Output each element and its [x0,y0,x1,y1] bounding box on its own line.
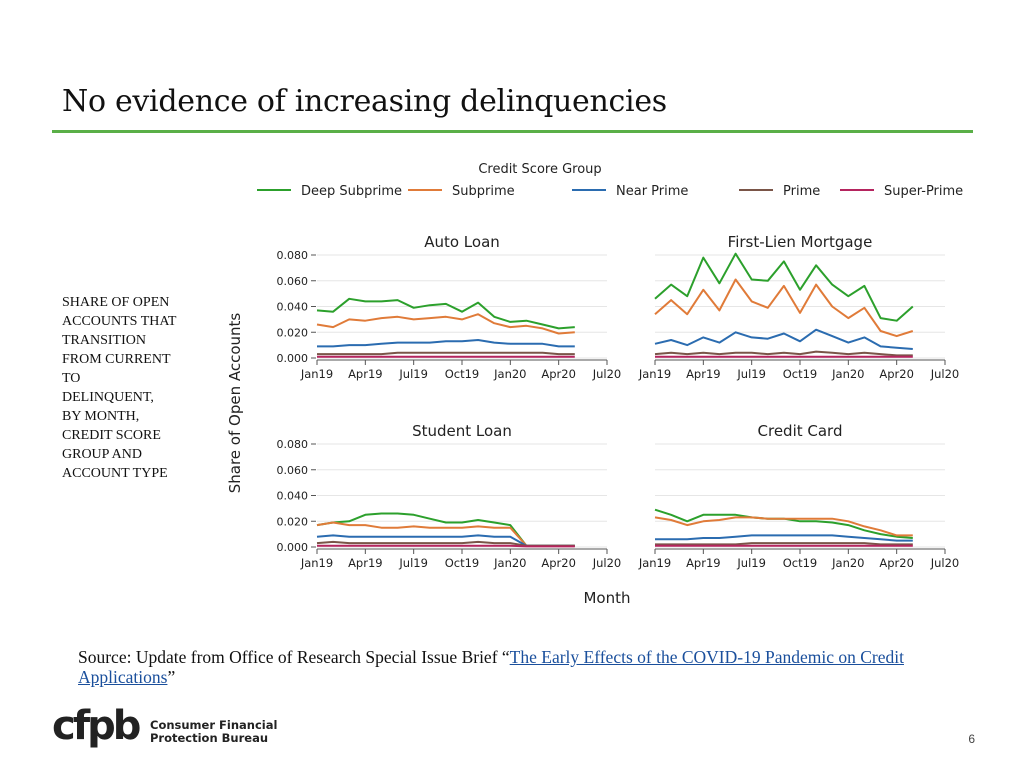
y-axis-title: Share of Open Accounts [226,313,244,494]
slide-title: No evidence of increasing delinquencies [62,84,667,119]
chart-description-line: BY MONTH, [62,409,140,424]
chart-description: SHARE OF OPEN ACCOUNTS THAT TRANSITION F… [62,293,212,483]
panel-title: Student Loan [412,422,512,440]
legend-label: Near Prime [616,184,688,199]
x-tick-label: Jan20 [493,556,526,570]
x-tick-label: Jul20 [930,556,960,570]
cfpb-logo: cfpb [52,706,143,749]
x-tick-label: Apr19 [348,367,383,381]
series-line-deep-subprime [316,512,575,547]
x-tick-label: Jul19 [398,367,428,381]
chart-description-line: GROUP AND [62,447,142,462]
x-tick-label: Apr19 [348,556,383,570]
chart-description-line: DELINQUENT, [62,390,154,405]
series-line-super-prime [317,544,575,548]
x-tick-label: Apr20 [879,367,914,381]
x-tick-label: Oct19 [783,367,818,381]
source-note: Source: Update from Office of Research S… [78,647,938,687]
series-line-prime [317,351,575,356]
x-tick-label: Jan19 [300,367,333,381]
agency-name: Consumer Financial Protection Bureau [150,719,277,745]
title-divider [52,130,973,133]
x-tick-label: Jul19 [736,556,766,570]
legend-label: Prime [783,184,820,199]
series-line-prime [655,542,913,546]
series-line-near-prime [654,328,913,350]
x-tick-label: Jul20 [592,556,622,570]
agency-name-line1: Consumer Financial [150,718,278,732]
x-tick-label: Apr20 [541,367,576,381]
chart-description-line: SHARE OF OPEN [62,295,170,310]
x-tick-label: Jan19 [638,367,671,381]
x-tick-label: Apr20 [541,556,576,570]
source-prefix: Source: Update from Office of Research S… [78,647,510,667]
x-tick-label: Oct19 [445,556,480,570]
x-tick-label: Jan19 [300,556,333,570]
x-tick-label: Apr19 [686,556,721,570]
delinquency-chart: Credit Score Group Deep Subprime Subprime N… [226,162,963,607]
series-line-prime [654,350,913,357]
page-number: 6 [968,732,975,746]
x-tick-label: Jul20 [930,367,960,381]
source-link[interactable]: The Early Effects of the COVID-19 Pandem… [78,647,904,687]
x-tick-label: Jan20 [831,556,864,570]
series-line-deep-subprime [316,297,575,330]
x-axis-title: Month [583,589,630,607]
x-tick-label: Jan20 [493,367,526,381]
y-tick-label: 0.020 [277,326,309,339]
legend-label: Subprime [452,184,515,199]
y-tick-label: 0.020 [277,515,309,528]
x-tick-label: Jan19 [638,556,671,570]
y-tick-label: 0.040 [277,490,309,503]
y-tick-label: 0.000 [277,352,309,365]
chart-description-line: TRANSITION [62,333,146,348]
x-tick-label: Oct19 [783,556,818,570]
series-line-near-prime [655,534,913,542]
legend-title: Credit Score Group [478,162,601,177]
x-tick-label: Jan20 [831,367,864,381]
series-line-subprime [316,313,575,335]
y-tick-label: 0.060 [277,275,309,288]
legend-label: Deep Subprime [301,184,402,199]
series-line-subprime [654,516,913,537]
x-tick-label: Apr20 [879,556,914,570]
x-tick-label: Jul19 [736,367,766,381]
chart-description-line: FROM CURRENT [62,352,171,367]
chart-description-line: ACCOUNT TYPE [62,466,168,481]
chart-description-line: CREDIT SCORE [62,428,161,443]
x-tick-label: Oct19 [445,367,480,381]
source-suffix: ” [167,667,176,687]
cfpb-logo-mark: cfpb [52,706,140,749]
y-tick-label: 0.080 [277,438,309,451]
series-line-subprime [654,278,914,338]
y-tick-label: 0.060 [277,464,309,477]
x-tick-label: Jul20 [592,367,622,381]
series-line-near-prime [316,534,575,547]
chart-description-line: TO [62,371,81,386]
panel-title: Credit Card [758,422,843,440]
y-tick-label: 0.000 [277,541,309,554]
series-line-deep-subprime [654,252,914,322]
series-line-near-prime [317,339,575,348]
y-tick-label: 0.040 [277,301,309,314]
y-tick-label: 0.080 [277,249,309,262]
x-tick-label: Jul19 [398,556,428,570]
agency-name-line2: Protection Bureau [150,731,269,745]
x-tick-label: Apr19 [686,367,721,381]
legend-label: Super-Prime [884,184,963,199]
panel-title: Auto Loan [424,233,500,251]
panel-title: First-Lien Mortgage [728,233,873,251]
chart-description-line: ACCOUNTS THAT [62,314,177,329]
